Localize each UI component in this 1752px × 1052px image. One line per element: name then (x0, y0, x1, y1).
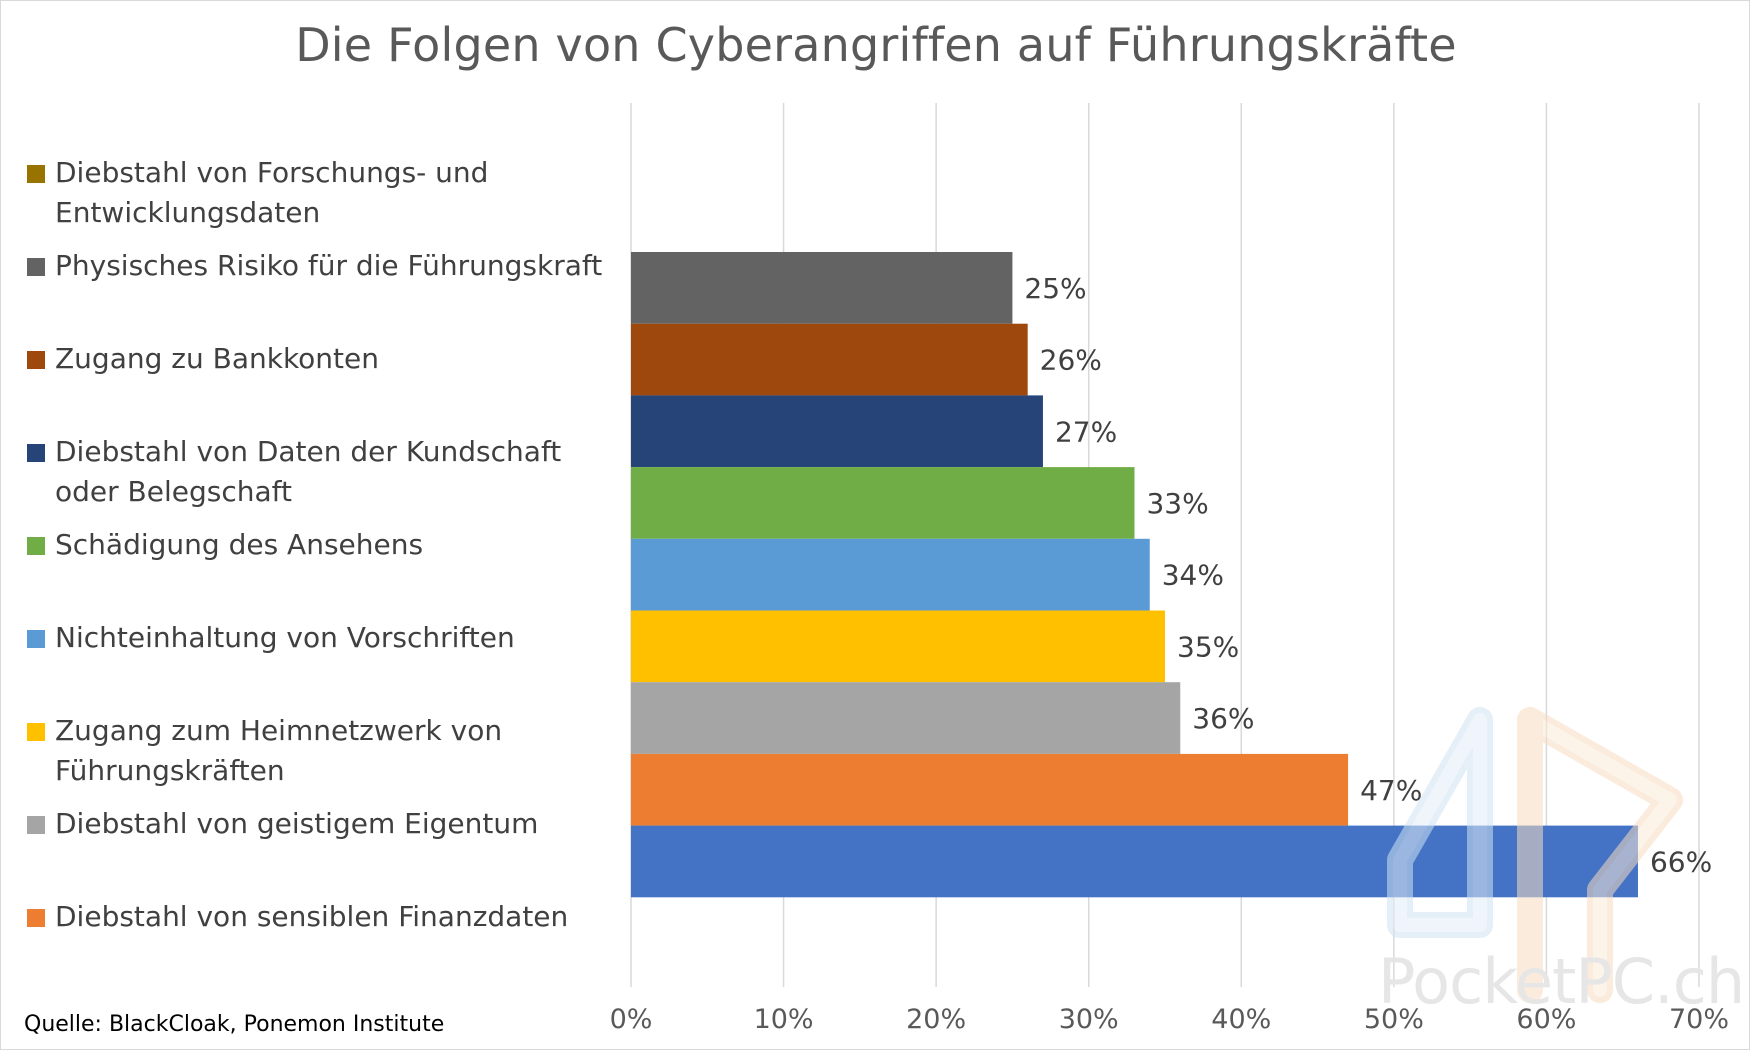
legend-item-customer-data: Diebstahl von Daten der Kundschaft oder … (27, 432, 607, 512)
bar (631, 682, 1181, 754)
legend-item-physical-risk: Physisches Risiko für die Führungskraft (27, 246, 607, 286)
bar-value-label: 34% (1162, 559, 1224, 592)
legend-label: Schädigung des Ansehens (55, 528, 424, 561)
legend-label: Diebstahl von geistigem Eigentum (55, 807, 539, 840)
legend-item-home-network: Zugang zum Heimnetzwerk von Führungskräf… (27, 711, 607, 791)
legend-item-research-data: Diebstahl von Forschungs- und Entwicklun… (27, 153, 607, 233)
x-tick-label: 50% (1364, 1004, 1424, 1035)
x-tick-label: 10% (754, 1004, 814, 1035)
bar-value-label: 26% (1040, 344, 1102, 377)
legend-item-intellectual-property: Diebstahl von geistigem Eigentum (27, 804, 607, 844)
legend-swatch (27, 258, 45, 276)
legend-label: Diebstahl von sensiblen Finanzdaten (55, 900, 569, 933)
bar-value-label: 47% (1360, 774, 1422, 807)
legend-swatch (27, 165, 45, 183)
legend-label: Zugang zu Bankkonten (55, 342, 379, 375)
x-tick-label: 60% (1516, 1004, 1576, 1035)
legend-swatch (27, 351, 45, 369)
legend-item-bank-accounts: Zugang zu Bankkonten (27, 339, 607, 379)
legend-swatch (27, 444, 45, 462)
legend-label: Diebstahl von Forschungs- und Entwicklun… (55, 156, 489, 229)
x-tick-label: 30% (1059, 1004, 1119, 1035)
legend-item-compliance: Nichteinhaltung von Vorschriften (27, 618, 607, 658)
bar-value-label: 66% (1650, 845, 1712, 878)
legend-item-reputation: Schädigung des Ansehens (27, 525, 607, 565)
legend: Diebstahl von Forschungs- und Entwicklun… (0, 0, 620, 1000)
bar (631, 467, 1135, 539)
bar-value-label: 36% (1192, 702, 1254, 735)
bar (631, 323, 1028, 396)
chart-title: Die Folgen von Cyberangriffen auf Führun… (295, 18, 1457, 72)
bar (631, 825, 1638, 898)
bar-value-label: 33% (1146, 487, 1208, 520)
legend-swatch (27, 816, 45, 834)
legend-item-financial-data: Diebstahl von sensiblen Finanzdaten (27, 897, 607, 937)
x-tick-label: 70% (1669, 1004, 1729, 1035)
bar (631, 538, 1150, 611)
bar (631, 395, 1043, 468)
x-tick-label: 40% (1211, 1004, 1271, 1035)
legend-swatch (27, 537, 45, 555)
bar (631, 252, 1013, 324)
legend-label: Nichteinhaltung von Vorschriften (55, 621, 515, 654)
x-tick-label: 0% (610, 1004, 653, 1035)
source-note: Quelle: BlackCloak, Ponemon Institute (24, 1012, 445, 1037)
legend-swatch (27, 723, 45, 741)
legend-label: Physisches Risiko für die Führungskraft (55, 249, 603, 282)
bar (631, 610, 1165, 683)
legend-label: Diebstahl von Daten der Kundschaft oder … (55, 435, 562, 508)
bar-value-label: 25% (1024, 272, 1086, 305)
bar (631, 753, 1349, 826)
legend-swatch (27, 630, 45, 648)
x-tick-label: 20% (906, 1004, 966, 1035)
legend-swatch (27, 909, 45, 927)
legend-label: Zugang zum Heimnetzwerk von Führungskräf… (55, 714, 503, 787)
bar-value-label: 27% (1055, 415, 1117, 448)
bar-value-label: 35% (1177, 630, 1239, 663)
